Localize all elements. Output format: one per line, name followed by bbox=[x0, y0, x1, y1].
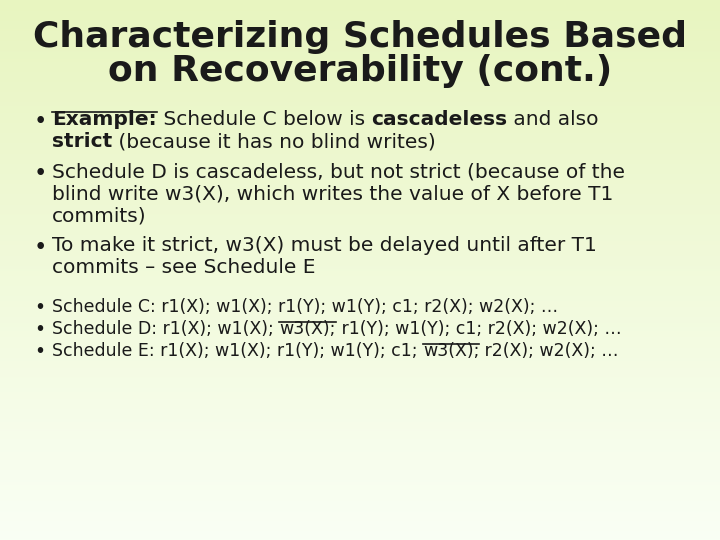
Text: r1(Y); w1(Y); c1; r2(X); w2(X); …: r1(Y); w1(Y); c1; r2(X); w2(X); … bbox=[336, 320, 621, 338]
Text: blind write w3(X), which writes the value of X before T1: blind write w3(X), which writes the valu… bbox=[52, 184, 613, 203]
Text: •: • bbox=[34, 162, 48, 185]
Text: strict: strict bbox=[52, 132, 112, 151]
Text: Example:: Example: bbox=[52, 110, 157, 129]
Text: Schedule C: r1(X); w1(X); r1(Y); w1(Y); c1; r2(X); w2(X); …: Schedule C: r1(X); w1(X); r1(Y); w1(Y); … bbox=[52, 298, 558, 316]
Text: •: • bbox=[34, 342, 45, 361]
Text: w3(X);: w3(X); bbox=[279, 320, 336, 338]
Text: Schedule C below is: Schedule C below is bbox=[157, 110, 371, 129]
Text: commits): commits) bbox=[52, 206, 147, 225]
Text: (because it has no blind writes): (because it has no blind writes) bbox=[112, 132, 436, 151]
Text: w3(X);: w3(X); bbox=[423, 342, 480, 360]
Text: •: • bbox=[34, 110, 48, 133]
Text: Schedule D: r1(X); w1(X);: Schedule D: r1(X); w1(X); bbox=[52, 320, 279, 338]
Text: on Recoverability (cont.): on Recoverability (cont.) bbox=[108, 54, 612, 88]
Text: •: • bbox=[34, 320, 45, 339]
Text: •: • bbox=[34, 298, 45, 317]
Text: •: • bbox=[34, 236, 48, 259]
Text: To make it strict, w3(X) must be delayed until after T1: To make it strict, w3(X) must be delayed… bbox=[52, 236, 597, 255]
Text: Schedule D is cascadeless, but not strict (because of the: Schedule D is cascadeless, but not stric… bbox=[52, 162, 625, 181]
Text: Schedule E: r1(X); w1(X); r1(Y); w1(Y); c1;: Schedule E: r1(X); w1(X); r1(Y); w1(Y); … bbox=[52, 342, 423, 360]
Text: r2(X); w2(X); …: r2(X); w2(X); … bbox=[480, 342, 619, 360]
Text: commits – see Schedule E: commits – see Schedule E bbox=[52, 258, 315, 277]
Text: cascadeless: cascadeless bbox=[371, 110, 508, 129]
Text: Characterizing Schedules Based: Characterizing Schedules Based bbox=[33, 20, 687, 54]
Text: and also: and also bbox=[508, 110, 599, 129]
